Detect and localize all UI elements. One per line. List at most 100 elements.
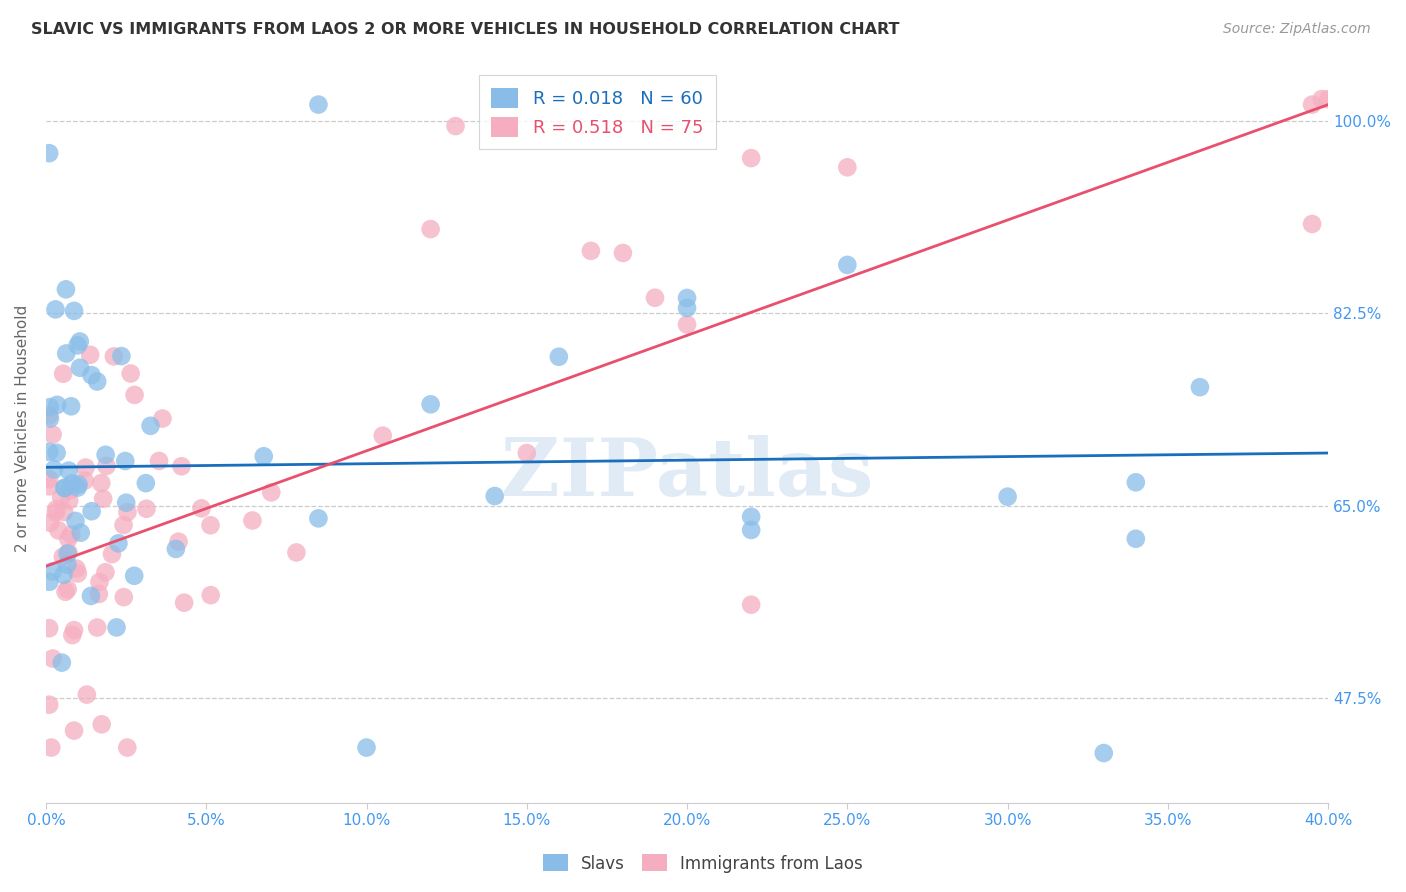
Point — [63, 723, 86, 738]
Point — [58, 545, 80, 559]
Point — [997, 490, 1019, 504]
Point — [200, 588, 222, 602]
Point — [75, 460, 97, 475]
Point — [55, 584, 77, 599]
Point — [60, 628, 83, 642]
Point — [285, 545, 308, 559]
Point — [837, 258, 859, 272]
Point — [117, 740, 139, 755]
Point — [41, 651, 63, 665]
Point — [676, 301, 699, 315]
Point — [1188, 380, 1211, 394]
Point — [89, 574, 111, 589]
Point — [38, 400, 60, 414]
Point — [67, 477, 90, 491]
Point — [65, 561, 87, 575]
Point — [80, 368, 103, 383]
Point — [120, 367, 142, 381]
Point — [90, 717, 112, 731]
Point — [112, 518, 135, 533]
Point — [60, 400, 83, 414]
Point — [307, 511, 329, 525]
Point — [103, 350, 125, 364]
Point — [51, 656, 73, 670]
Point — [1125, 532, 1147, 546]
Point — [69, 334, 91, 349]
Point — [56, 547, 79, 561]
Point — [124, 388, 146, 402]
Legend: R = 0.018   N = 60, R = 0.518   N = 75: R = 0.018 N = 60, R = 0.518 N = 75 — [478, 76, 716, 150]
Point — [90, 476, 112, 491]
Point — [41, 564, 63, 578]
Point — [38, 698, 60, 712]
Point — [65, 514, 87, 528]
Point — [419, 397, 441, 411]
Point — [38, 621, 60, 635]
Point — [114, 454, 136, 468]
Point — [444, 119, 467, 133]
Y-axis label: 2 or more Vehicles in Household: 2 or more Vehicles in Household — [15, 305, 30, 552]
Point — [39, 516, 62, 530]
Point — [676, 291, 699, 305]
Point — [94, 448, 117, 462]
Point — [173, 596, 195, 610]
Point — [60, 527, 83, 541]
Point — [547, 350, 569, 364]
Point — [38, 574, 60, 589]
Point — [1125, 475, 1147, 490]
Point — [190, 501, 212, 516]
Point — [356, 740, 378, 755]
Point — [676, 318, 699, 332]
Point — [152, 411, 174, 425]
Point — [740, 523, 762, 537]
Point — [260, 485, 283, 500]
Point — [66, 481, 89, 495]
Point — [1317, 92, 1340, 106]
Point — [86, 620, 108, 634]
Point — [112, 590, 135, 604]
Point — [38, 146, 60, 161]
Point — [148, 454, 170, 468]
Legend: Slavs, Immigrants from Laos: Slavs, Immigrants from Laos — [536, 847, 870, 880]
Point — [69, 360, 91, 375]
Point — [80, 589, 103, 603]
Point — [55, 282, 77, 296]
Point — [1310, 92, 1333, 106]
Point — [38, 445, 60, 459]
Point — [38, 409, 60, 423]
Point — [52, 549, 75, 564]
Point — [644, 291, 666, 305]
Point — [115, 496, 138, 510]
Point — [101, 547, 124, 561]
Point — [86, 375, 108, 389]
Point — [58, 464, 80, 478]
Point — [1301, 97, 1323, 112]
Point — [516, 446, 538, 460]
Point — [107, 536, 129, 550]
Point — [253, 449, 276, 463]
Text: Source: ZipAtlas.com: Source: ZipAtlas.com — [1223, 22, 1371, 37]
Point — [66, 338, 89, 352]
Point — [371, 428, 394, 442]
Point — [55, 346, 77, 360]
Point — [170, 459, 193, 474]
Point — [135, 501, 157, 516]
Point — [1092, 746, 1115, 760]
Point — [58, 493, 80, 508]
Point — [484, 489, 506, 503]
Point — [53, 481, 76, 495]
Point — [63, 304, 86, 318]
Point — [38, 472, 60, 486]
Point — [110, 349, 132, 363]
Point — [1301, 217, 1323, 231]
Point — [58, 532, 80, 546]
Point — [59, 483, 82, 497]
Point — [53, 505, 76, 519]
Point — [76, 688, 98, 702]
Point — [135, 476, 157, 491]
Point — [200, 518, 222, 533]
Point — [63, 623, 86, 637]
Point — [38, 479, 60, 493]
Point — [69, 525, 91, 540]
Point — [49, 490, 72, 504]
